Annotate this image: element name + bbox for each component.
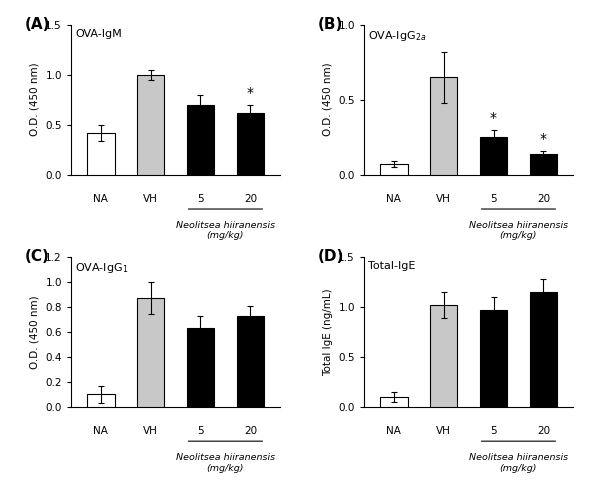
Text: *: * xyxy=(540,132,547,146)
Bar xyxy=(137,75,164,175)
Text: 20: 20 xyxy=(537,426,550,436)
Bar xyxy=(530,292,557,407)
Y-axis label: O.D. (450 nm): O.D. (450 nm) xyxy=(323,63,333,136)
Text: VH: VH xyxy=(436,194,451,204)
Bar xyxy=(430,305,457,407)
Text: 20: 20 xyxy=(243,194,257,204)
Text: Neolitsea hiiranensis
(mg/kg): Neolitsea hiiranensis (mg/kg) xyxy=(469,453,568,473)
Text: 20: 20 xyxy=(243,426,257,436)
Text: (D): (D) xyxy=(318,249,345,264)
Text: Neolitsea hiiranensis
(mg/kg): Neolitsea hiiranensis (mg/kg) xyxy=(469,221,568,241)
Text: 20: 20 xyxy=(537,194,550,204)
Text: 5: 5 xyxy=(197,194,204,204)
Bar xyxy=(480,310,507,407)
Bar xyxy=(87,394,115,407)
Bar xyxy=(187,105,214,175)
Text: NA: NA xyxy=(93,194,108,204)
Bar xyxy=(236,113,264,175)
Text: 5: 5 xyxy=(490,426,497,436)
Bar xyxy=(380,164,408,175)
Y-axis label: O.D. (450 nm): O.D. (450 nm) xyxy=(30,295,40,369)
Bar xyxy=(430,77,457,175)
Text: *: * xyxy=(247,86,254,100)
Text: NA: NA xyxy=(93,426,108,436)
Y-axis label: Total IgE (ng/mL): Total IgE (ng/mL) xyxy=(323,288,333,375)
Text: OVA-IgG$_{2a}$: OVA-IgG$_{2a}$ xyxy=(368,29,426,43)
Bar xyxy=(530,154,557,175)
Bar xyxy=(137,298,164,407)
Bar xyxy=(480,137,507,175)
Text: *: * xyxy=(490,111,497,125)
Text: (B): (B) xyxy=(318,17,343,32)
Text: NA: NA xyxy=(387,194,401,204)
Text: VH: VH xyxy=(436,426,451,436)
Text: Neolitsea hiiranensis
(mg/kg): Neolitsea hiiranensis (mg/kg) xyxy=(176,221,275,241)
Text: Neolitsea hiiranensis
(mg/kg): Neolitsea hiiranensis (mg/kg) xyxy=(176,453,275,473)
Text: (C): (C) xyxy=(25,249,50,264)
Text: OVA-IgG$_{1}$: OVA-IgG$_{1}$ xyxy=(75,261,128,275)
Text: NA: NA xyxy=(387,426,401,436)
Bar xyxy=(380,397,408,407)
Bar xyxy=(87,132,115,175)
Text: 5: 5 xyxy=(490,194,497,204)
Text: (A): (A) xyxy=(25,17,50,32)
Text: VH: VH xyxy=(143,194,158,204)
Bar xyxy=(236,315,264,407)
Y-axis label: O.D. (450 nm): O.D. (450 nm) xyxy=(30,63,40,136)
Text: VH: VH xyxy=(143,426,158,436)
Text: Total-IgE: Total-IgE xyxy=(368,261,415,271)
Bar xyxy=(187,328,214,407)
Text: 5: 5 xyxy=(197,426,204,436)
Text: OVA-IgM: OVA-IgM xyxy=(75,29,122,39)
